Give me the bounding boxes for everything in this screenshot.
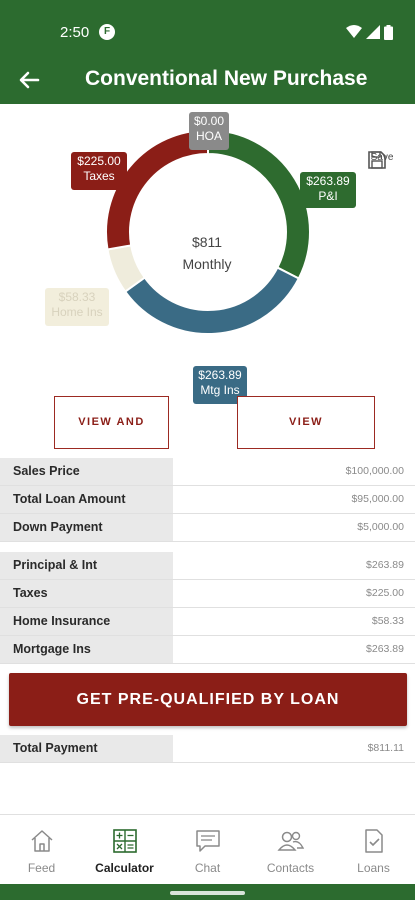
table-row: Home Insurance $58.33 xyxy=(0,608,415,636)
row-label: Down Payment xyxy=(0,514,173,541)
row-value: $263.89 xyxy=(173,552,415,579)
nav-label-contacts: Contacts xyxy=(266,861,315,875)
status-icons xyxy=(346,24,393,40)
nav-item-chat[interactable]: Chat xyxy=(166,815,249,884)
row-value: $5,000.00 xyxy=(173,514,415,541)
calculator-icon xyxy=(112,829,137,853)
table-row: Down Payment $5,000.00 xyxy=(0,514,415,542)
nav-item-loans[interactable]: Loans xyxy=(332,815,415,884)
table-row: Taxes $225.00 xyxy=(0,580,415,608)
row-value: $95,000.00 xyxy=(173,486,415,513)
loans-icon xyxy=(364,829,383,853)
status-bar: 2:50 F xyxy=(0,0,415,58)
save-label: Save xyxy=(370,152,394,163)
table-row: Principal & Int $263.89 xyxy=(0,552,415,580)
row-value: $225.00 xyxy=(173,580,415,607)
row-label: Home Insurance xyxy=(0,608,173,635)
view-amortization-button[interactable]: VIEW AMORTIZATION xyxy=(237,396,375,479)
signal-icon xyxy=(366,25,380,39)
contacts-icon xyxy=(276,831,304,851)
hoa-amount: $0.00 xyxy=(193,114,225,128)
page-title: Conventional New Purchase xyxy=(85,67,368,90)
row-value: $263.89 xyxy=(173,636,415,663)
home-ins-amount: $58.33 xyxy=(58,290,96,304)
chat-icon xyxy=(195,830,220,852)
home-ins-label: Home Ins xyxy=(51,305,103,319)
pi-label: P&I xyxy=(318,189,338,203)
monthly-total: $811 xyxy=(191,234,223,250)
nav-item-feed[interactable]: Feed xyxy=(0,815,83,884)
view-and-share-button[interactable]: VIEW AND SHARE xyxy=(54,396,169,479)
arrow-left-icon xyxy=(19,71,40,89)
nav-item-calculator[interactable]: Calculator xyxy=(83,815,166,884)
total-label: Total Payment xyxy=(0,735,173,762)
row-label: Principal & Int xyxy=(0,552,173,579)
row-value: $100,000.00 xyxy=(173,458,415,485)
nav-label-loans: Loans xyxy=(357,861,390,875)
taxes-amount: $225.00 xyxy=(77,154,121,168)
row-label: Total Loan Amount xyxy=(0,486,173,513)
row-label: Mortgage Ins xyxy=(0,636,173,663)
save-button[interactable]: Save xyxy=(367,150,397,192)
wifi-icon xyxy=(346,25,362,38)
save-icon xyxy=(368,151,386,169)
row-value: $58.33 xyxy=(173,608,415,635)
total-value: $811.11 xyxy=(173,735,415,762)
mtg-ins-amount: $263.89 xyxy=(198,368,242,382)
table-row: Sales Price $100,000.00 xyxy=(0,458,415,486)
payment-breakdown-table: Principal & Int $263.89 Taxes $225.00 Ho… xyxy=(0,552,415,664)
payment-breakdown-chart: $811 Monthly $0.00 HOA $225.00 Taxes $26… xyxy=(0,104,415,404)
monthly-label: Monthly xyxy=(182,256,232,272)
status-time: 2:50 xyxy=(60,24,90,41)
home-ins-tag: $58.33 Home Ins xyxy=(45,288,109,326)
table-row: Total Loan Amount $95,000.00 xyxy=(0,486,415,514)
home-icon xyxy=(30,830,53,852)
taxes-label: Taxes xyxy=(83,169,115,183)
total-row: Total Payment $811.11 xyxy=(0,735,415,763)
mtg-ins-tag: $263.89 Mtg Ins xyxy=(193,366,247,404)
nav-label-feed: Feed xyxy=(27,861,56,875)
taxes-tag: $225.00 Taxes xyxy=(71,152,127,190)
total-payment-table: Total Payment $811.11 xyxy=(0,735,415,763)
home-indicator[interactable] xyxy=(170,891,245,895)
hoa-tag: $0.00 HOA xyxy=(189,112,229,150)
nav-item-contacts[interactable]: Contacts xyxy=(249,815,332,884)
app-notification-icon: F xyxy=(99,24,115,40)
nav-label-chat: Chat xyxy=(194,861,221,875)
app-bar: Conventional New Purchase xyxy=(0,58,415,104)
row-label: Sales Price xyxy=(0,458,173,485)
battery-icon xyxy=(384,24,393,40)
pi-tag: $263.89 P&I xyxy=(300,172,356,208)
pi-amount: $263.89 xyxy=(306,174,350,188)
bottom-nav: Feed Calculator Chat Contacts xyxy=(0,814,415,884)
back-button[interactable] xyxy=(16,66,46,94)
loan-summary-table: Sales Price $100,000.00 Total Loan Amoun… xyxy=(0,458,415,542)
mtg-ins-label: Mtg Ins xyxy=(200,383,240,397)
hoa-label: HOA xyxy=(195,129,222,143)
donut-slice-mtg-ins xyxy=(123,266,301,335)
row-label: Taxes xyxy=(0,580,173,607)
nav-label-calculator: Calculator xyxy=(95,861,154,875)
table-row: Mortgage Ins $263.89 xyxy=(0,636,415,664)
get-prequalified-button[interactable]: GET PRE-QUALIFIED BY LOAN xyxy=(9,673,407,726)
